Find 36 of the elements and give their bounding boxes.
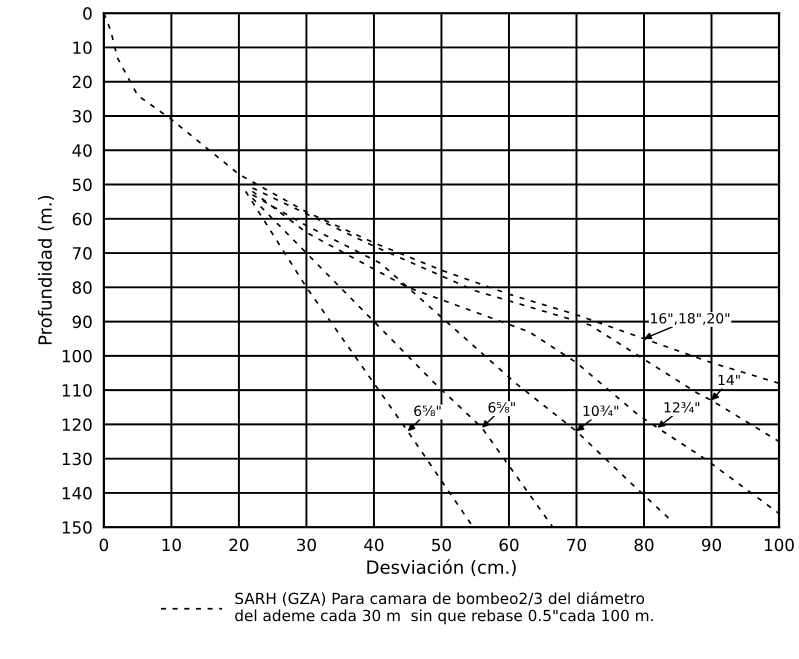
x-tick-label: 20: [230, 538, 248, 552]
x-tick-label: 60: [500, 538, 518, 552]
x-axis-title: Desviación (cm.): [367, 559, 516, 576]
y-tick-label: 150: [62, 521, 92, 534]
y-tick-label: 70: [72, 247, 92, 260]
annotation: 14": [718, 374, 740, 386]
y-tick-label: 90: [72, 316, 92, 328]
x-tick-label: 70: [567, 538, 586, 552]
y-tick-label: 140: [62, 486, 92, 500]
y-axis-title: Profundidad (m.): [38, 196, 54, 344]
x-tick-label: 100: [764, 538, 794, 552]
y-tick-label: 110: [62, 384, 92, 397]
x-tick-label: 40: [364, 538, 384, 552]
x-tick-label: 80: [634, 538, 654, 552]
y-tick-label: 130: [62, 452, 92, 466]
y-tick-label: 0: [83, 7, 92, 20]
x-tick-label: 30: [297, 538, 316, 552]
annotation: 10¾": [584, 406, 618, 416]
annotation: 6⅝": [488, 402, 515, 413]
x-tick-label: 90: [702, 538, 722, 552]
annotation: 12¾": [664, 402, 700, 413]
y-tick-label: 60: [72, 212, 92, 226]
y-tick-label: 30: [72, 110, 92, 123]
y-tick-label: 40: [72, 144, 92, 157]
y-tick-label: 10: [73, 41, 92, 54]
x-tick-label: 0: [100, 538, 108, 552]
legend-label: SARH (GZA) Para camara de bombeo2/3 del diámetro del ademe cada 30 m sin que rebase 0.5"cada 100 m.: [235, 592, 653, 624]
x-tick-label: 50: [432, 538, 451, 552]
annotation: 16",18",20": [651, 313, 730, 325]
y-tick-label: 120: [62, 418, 92, 431]
y-tick-label: 100: [62, 350, 92, 362]
y-tick-label: 20: [72, 76, 92, 88]
x-tick-label: 10: [162, 538, 181, 552]
y-tick-label: 80: [72, 281, 92, 294]
y-tick-label: 50: [72, 178, 92, 192]
annotation: 6⅝": [414, 406, 441, 416]
